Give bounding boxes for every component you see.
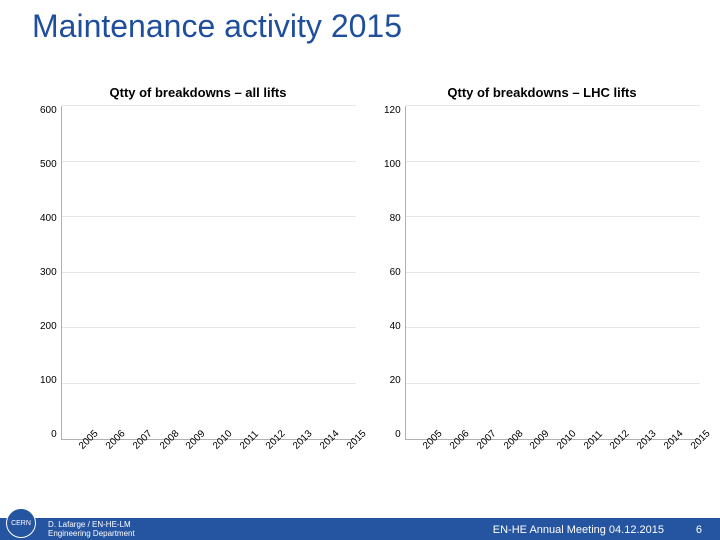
chart-title-right: Qtty of breakdowns – LHC lifts — [384, 85, 700, 100]
x-axis-left: 2005 2006 2007 2008 2009 2010 2011 2012 2013 2014… — [40, 440, 356, 455]
y-tick: 0 — [395, 430, 401, 440]
page-title: Maintenance activity 2015 — [32, 8, 402, 45]
chart-all-lifts: Qtty of breakdowns – all lifts 600 500 400… — [40, 85, 356, 455]
footer-left: D. Lafarge / EN-HE-LM Engineering Depart… — [48, 520, 135, 538]
footer: CERN D. Lafarge / EN-HE-LM Engineering D… — [0, 512, 720, 540]
y-tick: 120 — [384, 106, 401, 116]
x-axis-right: 2005 2006 2007 2008 2009 2010 2011 2012 2013 2014… — [384, 440, 700, 455]
y-tick: 60 — [390, 268, 401, 278]
x-tick: 2014 — [318, 444, 326, 452]
y-tick: 0 — [51, 430, 57, 440]
y-axis-left: 600 500 400 300 200 100 0 — [40, 106, 61, 440]
footer-author: D. Lafarge / EN-HE-LM — [48, 520, 135, 529]
y-tick: 300 — [40, 268, 57, 278]
x-tick: 2013 — [291, 444, 299, 452]
x-tick: 2009 — [184, 444, 192, 452]
footer-dept: Engineering Department — [48, 529, 135, 538]
x-tick: 2009 — [528, 444, 536, 452]
y-tick: 100 — [40, 376, 57, 386]
chart-lhc-lifts: Qtty of breakdowns – LHC lifts 120 100 80 6… — [384, 85, 700, 455]
logo-text: CERN — [11, 520, 31, 527]
plot-row-left: 600 500 400 300 200 100 0 — [40, 106, 356, 440]
y-tick: 400 — [40, 214, 57, 224]
y-tick: 20 — [390, 376, 401, 386]
y-tick: 80 — [390, 214, 401, 224]
x-tick: 2005 — [77, 444, 85, 452]
plot-right — [405, 106, 700, 440]
cern-logo-icon: CERN — [6, 508, 36, 538]
x-tick: 2008 — [502, 444, 510, 452]
x-tick: 2007 — [475, 444, 483, 452]
x-tick: 2013 — [635, 444, 643, 452]
x-tick: 2005 — [421, 444, 429, 452]
y-tick: 200 — [40, 322, 57, 332]
x-tick: 2011 — [238, 444, 246, 452]
plot-left — [61, 106, 356, 440]
x-tick: 2015 — [689, 444, 697, 452]
x-tick: 2012 — [608, 444, 616, 452]
slide-number: 6 — [696, 524, 702, 536]
slide: Maintenance activity 2015 Qtty of breakd… — [0, 0, 720, 540]
y-axis-right: 120 100 80 60 40 20 0 — [384, 106, 405, 440]
chart-title-left: Qtty of breakdowns – all lifts — [40, 85, 356, 100]
plot-row-right: 120 100 80 60 40 20 0 — [384, 106, 700, 440]
x-tick: 2006 — [448, 444, 456, 452]
x-tick: 2006 — [104, 444, 112, 452]
y-tick: 40 — [390, 322, 401, 332]
x-tick: 2010 — [211, 444, 219, 452]
bars-left — [62, 106, 356, 439]
y-tick: 600 — [40, 106, 57, 116]
footer-meeting: EN-HE Annual Meeting 04.12.2015 — [493, 524, 664, 536]
x-tick: 2014 — [662, 444, 670, 452]
charts-row: Qtty of breakdowns – all lifts 600500400… — [40, 85, 700, 455]
x-tick: 2011 — [582, 444, 590, 452]
x-tick: 2008 — [158, 444, 166, 452]
y-tick: 500 — [40, 160, 57, 170]
x-tick: 2007 — [131, 444, 139, 452]
x-tick: 2012 — [264, 444, 272, 452]
y-tick: 100 — [384, 160, 401, 170]
x-tick: 2015 — [345, 444, 353, 452]
bars-right — [406, 106, 700, 439]
x-tick: 2010 — [555, 444, 563, 452]
